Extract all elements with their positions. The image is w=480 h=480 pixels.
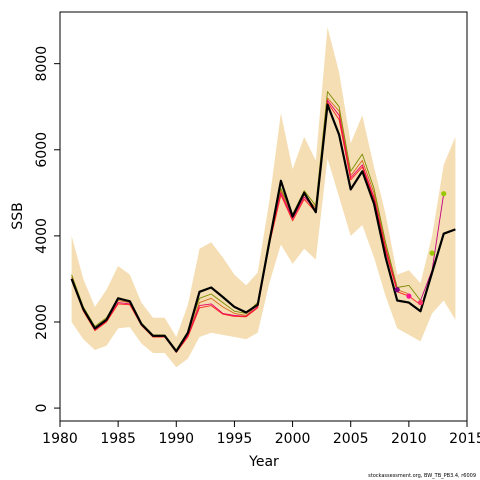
y-tick-label: 6000	[34, 132, 50, 168]
retro-series-line-3	[71, 99, 398, 353]
x-tick-label: 1990	[158, 431, 194, 447]
y-axis-title: SSB	[10, 202, 26, 229]
credit-text: stockassessment.org, BW_TB_PB3.4, r6009	[368, 473, 476, 479]
retro-series-line-2	[71, 97, 410, 352]
retro-series-line-4	[71, 101, 421, 353]
retro-end-point	[394, 287, 400, 293]
x-axis-title: Year	[248, 454, 279, 470]
retro-end-point	[406, 293, 412, 299]
retro-end-point	[417, 300, 424, 306]
confidence-band-layer	[71, 27, 456, 368]
x-tick-label: 1980	[42, 431, 78, 447]
y-axis: 0 2000 4000 6000 8000	[34, 46, 60, 413]
y-tick-label: 0	[34, 404, 50, 413]
y-tick-label: 8000	[34, 46, 50, 82]
series-layer	[70, 91, 456, 353]
plot-frame	[59, 11, 468, 422]
x-tick-label: 2015	[449, 431, 480, 447]
main-series-line	[70, 103, 456, 353]
y-tick-label: 2000	[34, 304, 50, 340]
x-axis: 1980 1985 1990 1995 2000 2005 2010 2015	[42, 421, 480, 447]
x-tick-label: 2010	[391, 431, 427, 447]
retro-end-point	[429, 250, 435, 256]
x-tick-label: 2000	[275, 431, 311, 447]
retro-end-point	[441, 191, 447, 197]
x-tick-label: 1985	[100, 431, 136, 447]
x-tick-label: 1995	[217, 431, 253, 447]
x-tick-label: 2005	[333, 431, 369, 447]
confidence-band	[71, 27, 456, 368]
y-tick-label: 4000	[34, 218, 50, 254]
points-layer	[394, 191, 447, 306]
